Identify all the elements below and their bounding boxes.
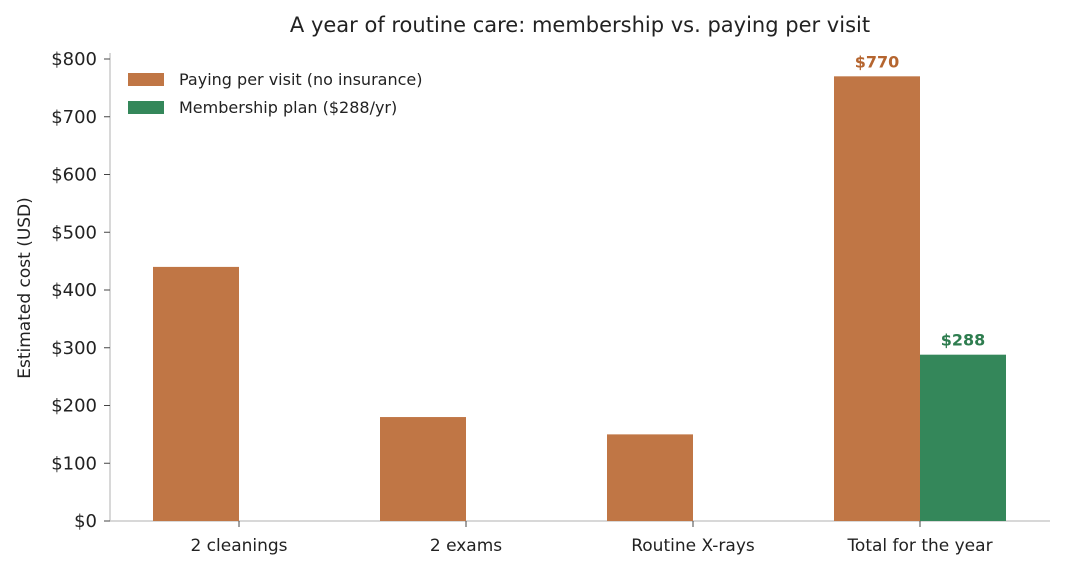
y-tick-label: $100 [51, 453, 97, 474]
y-tick-label: $200 [51, 396, 97, 417]
y-tick-label: $400 [51, 280, 97, 301]
y-tick-label: $800 [51, 49, 97, 70]
y-tick-label: $300 [51, 338, 97, 359]
y-tick-label: $700 [51, 107, 97, 128]
x-tick-label: 2 exams [430, 536, 502, 556]
bar-series-1 [380, 417, 466, 521]
data-label: $770 [855, 52, 900, 71]
y-tick-label: $500 [51, 222, 97, 243]
legend-label: Membership plan ($288/yr) [179, 98, 397, 117]
legend-swatch [128, 101, 164, 114]
bar-series-1 [834, 76, 920, 521]
legend-swatch [128, 73, 164, 86]
chart-title: A year of routine care: membership vs. p… [290, 13, 870, 37]
x-tick-label: Total for the year [846, 536, 992, 556]
y-axis-label: Estimated cost (USD) [15, 197, 35, 379]
bar-series-1 [607, 434, 693, 521]
bar-series-1 [153, 266, 239, 521]
y-tick-label: $0 [74, 511, 97, 532]
bar-series-2 [920, 354, 1006, 521]
data-label: $288 [941, 331, 986, 350]
plot-area: $0 $100 $200 $300 $400 $500 $600 $700 $800 2 clea… [51, 49, 1050, 556]
x-tick-label: Routine X-rays [631, 536, 755, 556]
y-tick-label: $600 [51, 165, 97, 186]
x-tick-label: 2 cleanings [190, 536, 287, 556]
legend-label: Paying per visit (no insurance) [179, 70, 422, 89]
legend: Paying per visit (no insurance) Membershi… [128, 70, 422, 117]
